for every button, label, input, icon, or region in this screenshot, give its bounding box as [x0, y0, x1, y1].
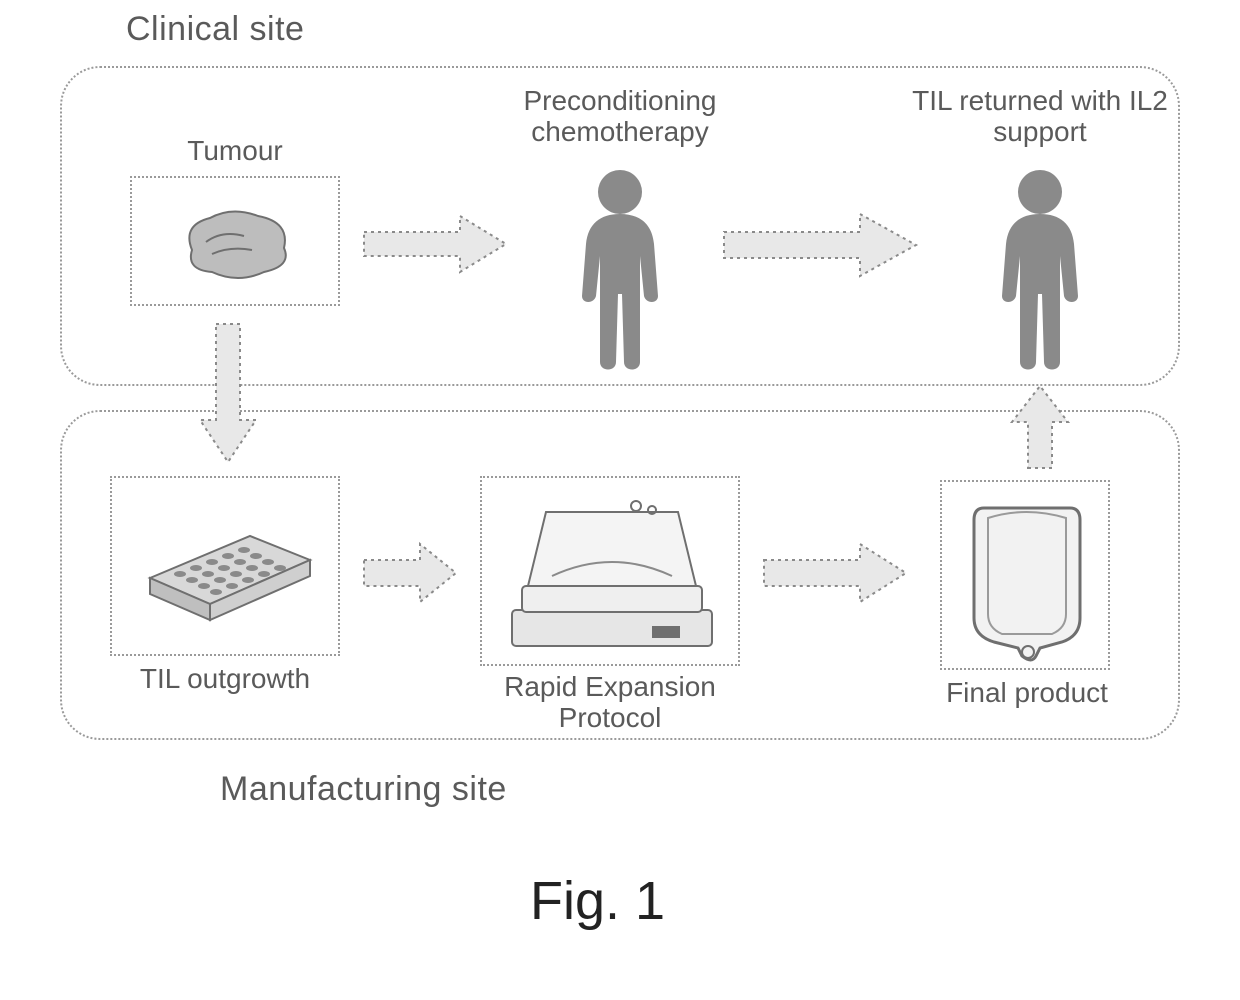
arrow-tumour-to-outgrowth: [196, 320, 260, 466]
iv-bag-icon: [966, 496, 1088, 662]
til-returned-label: TIL returned with IL2 support: [900, 86, 1180, 148]
manufacturing-site-label: Manufacturing site: [220, 770, 507, 809]
arrow-rep-to-product: [760, 540, 910, 606]
tumour-label: Tumour: [170, 136, 300, 167]
preconditioning-label: Preconditioning chemotherapy: [490, 86, 750, 148]
well-plate-icon: [130, 508, 324, 628]
process-diagram: Clinical site Manufacturing site Tumour …: [60, 0, 1180, 1000]
til-outgrowth-box: [110, 476, 340, 656]
clinical-site-label: Clinical site: [126, 10, 304, 49]
final-product-box: [940, 480, 1110, 670]
tumour-box: [130, 176, 340, 306]
arrow-patient-to-patient: [720, 210, 920, 280]
rapid-expansion-box: [480, 476, 740, 666]
til-outgrowth-label: TIL outgrowth: [120, 664, 330, 695]
bioreactor-icon: [502, 492, 722, 654]
figure-caption: Fig. 1: [530, 870, 665, 932]
tumour-icon: [172, 200, 302, 286]
rapid-expansion-label: Rapid Expansion Protocol: [490, 672, 730, 734]
arrow-tumour-to-patient: [360, 212, 510, 276]
arrow-outgrowth-to-rep: [360, 540, 460, 606]
final-product-label: Final product: [932, 678, 1122, 709]
patient-returned-icon: [980, 166, 1100, 371]
arrow-product-to-patient: [1008, 382, 1072, 472]
patient-preconditioning-icon: [560, 166, 680, 371]
